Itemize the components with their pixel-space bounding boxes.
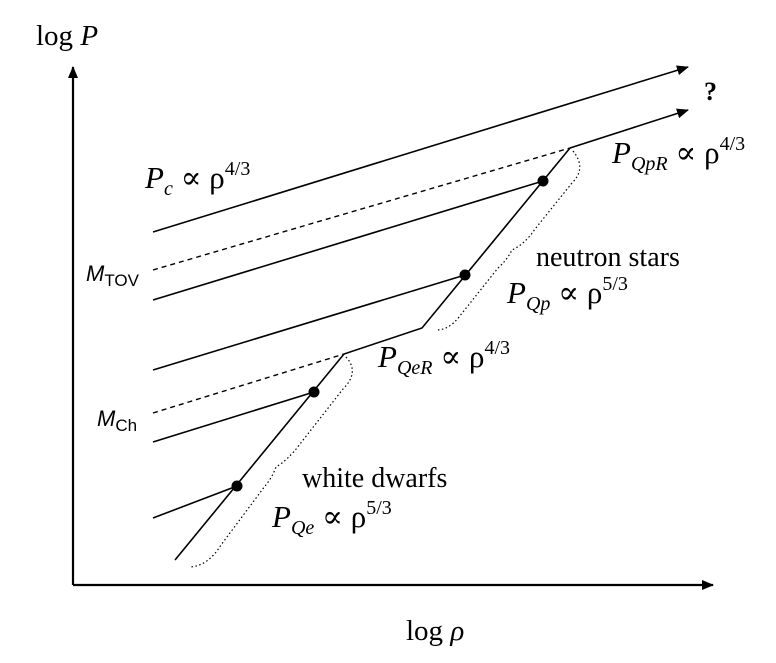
point-wd-upper	[308, 386, 320, 398]
ch-dashed-line	[152, 353, 345, 414]
pqp-label: PQp ∝ ρ5/3	[506, 273, 628, 315]
neutron-stars-label: neutron stars	[536, 242, 680, 273]
line-ns-lower	[152, 274, 466, 371]
point-wd-lower	[231, 480, 243, 492]
pqpr-label: PQpR ∝ ρ4/3	[611, 133, 745, 175]
m-ch-label: MCh	[97, 406, 137, 435]
pqer-label: PQeR ∝ ρ4/3	[377, 337, 510, 379]
point-ns-upper	[537, 175, 549, 187]
pqe-label: PQe ∝ ρ5/3	[271, 497, 392, 539]
line-ns-upper	[152, 180, 544, 301]
eos-curve	[174, 147, 571, 561]
point-ns-lower	[459, 269, 471, 281]
white-dwarfs-brace	[189, 356, 353, 568]
line-wd-lower	[152, 485, 238, 519]
line-wd-upper	[152, 391, 315, 443]
tov-dashed-line	[152, 147, 571, 271]
m-tov-label: MTOV	[86, 261, 140, 290]
upper-line-2	[569, 108, 689, 149]
question-mark: ?	[704, 77, 717, 106]
pc-line	[152, 65, 689, 233]
y-axis-label: log P	[36, 20, 98, 52]
x-axis-label: log ρ	[406, 615, 464, 647]
white-dwarfs-label: white dwarfs	[302, 463, 447, 494]
pc-label: Pc ∝ ρ4/3	[144, 158, 250, 200]
